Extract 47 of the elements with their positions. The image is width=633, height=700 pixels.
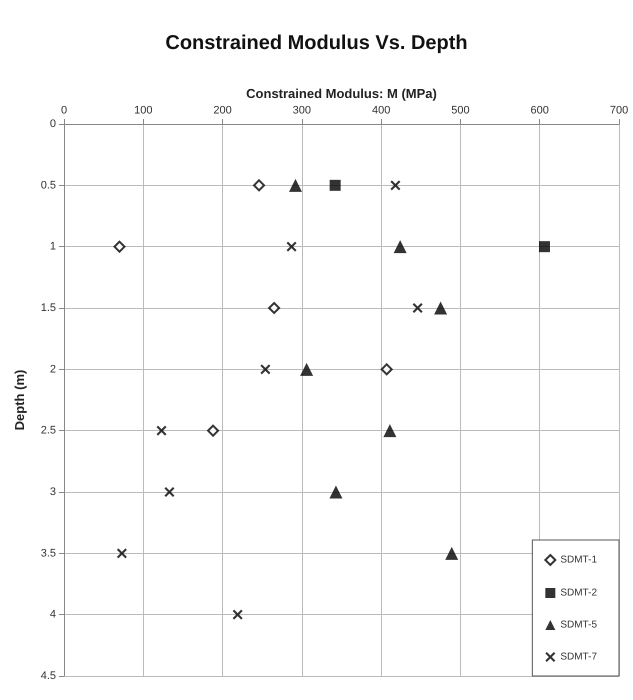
point bbox=[114, 240, 126, 253]
point bbox=[300, 362, 314, 376]
chart-title: Constrained Modulus Vs. Depth bbox=[165, 32, 468, 54]
point bbox=[232, 610, 243, 620]
y-tick-label: 3.5 bbox=[40, 547, 56, 560]
x-tick-label: 0 bbox=[60, 104, 68, 116]
point bbox=[445, 546, 458, 560]
legend-label: SDMT-5 bbox=[560, 620, 598, 630]
y-tick-label: 4.5 bbox=[40, 670, 56, 682]
point bbox=[207, 424, 220, 437]
point bbox=[268, 302, 280, 314]
y-tick-label: 0.5 bbox=[40, 179, 56, 192]
y-tick-label: 2.5 bbox=[40, 424, 56, 437]
point bbox=[412, 303, 423, 313]
y-axis-title: Depth (m) bbox=[12, 370, 27, 430]
point bbox=[538, 241, 550, 252]
y-tick-label: 2 bbox=[50, 363, 56, 376]
point bbox=[434, 302, 448, 314]
point bbox=[156, 426, 167, 436]
point bbox=[390, 180, 400, 190]
y-tick-label: 1 bbox=[50, 240, 56, 253]
y-tick-label: 3 bbox=[50, 486, 56, 498]
point bbox=[260, 364, 270, 374]
point bbox=[380, 363, 393, 376]
legend-label: SDMT-1 bbox=[560, 554, 598, 566]
x-tick-label: 400 bbox=[372, 104, 390, 116]
x-tick-label: 600 bbox=[530, 104, 549, 116]
point bbox=[164, 487, 174, 497]
legend-label: SDMT-7 bbox=[560, 652, 598, 662]
x-axis-title: Constrained Modulus: M (MPa) bbox=[246, 86, 437, 101]
point bbox=[330, 180, 341, 191]
point bbox=[286, 242, 297, 252]
y-tick-label: 1.5 bbox=[40, 302, 56, 314]
point bbox=[329, 486, 342, 498]
y-tick-label: 0 bbox=[50, 118, 56, 130]
point bbox=[289, 178, 302, 192]
legend-label: SDMT-2 bbox=[560, 588, 598, 598]
point bbox=[116, 548, 127, 558]
x-tick-label: 500 bbox=[451, 104, 470, 116]
y-tick-label: 4 bbox=[50, 608, 56, 621]
x-tick-label: 200 bbox=[213, 104, 232, 116]
x-tick-label: 100 bbox=[134, 104, 152, 116]
x-tick-label: 700 bbox=[610, 104, 628, 116]
point bbox=[383, 424, 396, 438]
x-tick-label: 300 bbox=[292, 104, 312, 116]
point bbox=[394, 240, 407, 254]
point bbox=[253, 179, 266, 192]
